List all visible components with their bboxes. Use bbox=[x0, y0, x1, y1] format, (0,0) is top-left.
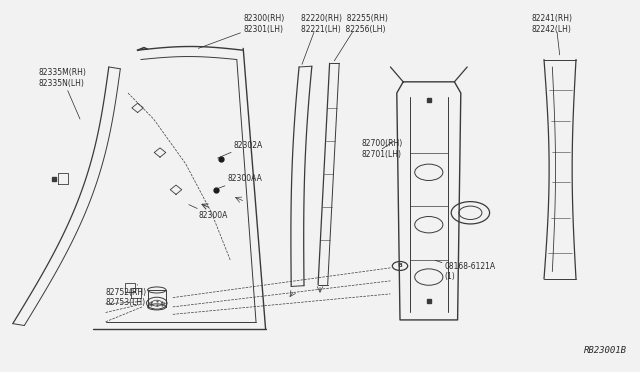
Text: 82300(RH)
82301(LH): 82300(RH) 82301(LH) bbox=[198, 15, 284, 48]
Text: 82300A: 82300A bbox=[189, 205, 228, 220]
Text: 82241(RH): 82241(RH) bbox=[531, 14, 572, 23]
Text: 82302A: 82302A bbox=[218, 141, 263, 158]
Text: 82335M(RH)
82335N(LH): 82335M(RH) 82335N(LH) bbox=[38, 68, 86, 119]
Text: 82700(RH)
82701(LH): 82700(RH) 82701(LH) bbox=[362, 139, 403, 158]
Text: 82300AA: 82300AA bbox=[214, 174, 262, 190]
Text: 82242(LH): 82242(LH) bbox=[531, 25, 571, 34]
Text: B: B bbox=[397, 263, 403, 269]
Text: 82220(RH)  82255(RH): 82220(RH) 82255(RH) bbox=[301, 14, 388, 23]
Text: RB23001B: RB23001B bbox=[584, 346, 627, 355]
Text: 82221(LH)  82256(LH): 82221(LH) 82256(LH) bbox=[301, 25, 385, 34]
Text: 08168-6121A
(1): 08168-6121A (1) bbox=[435, 260, 496, 281]
Text: 82752(RH)
82753(LH): 82752(RH) 82753(LH) bbox=[106, 285, 147, 307]
